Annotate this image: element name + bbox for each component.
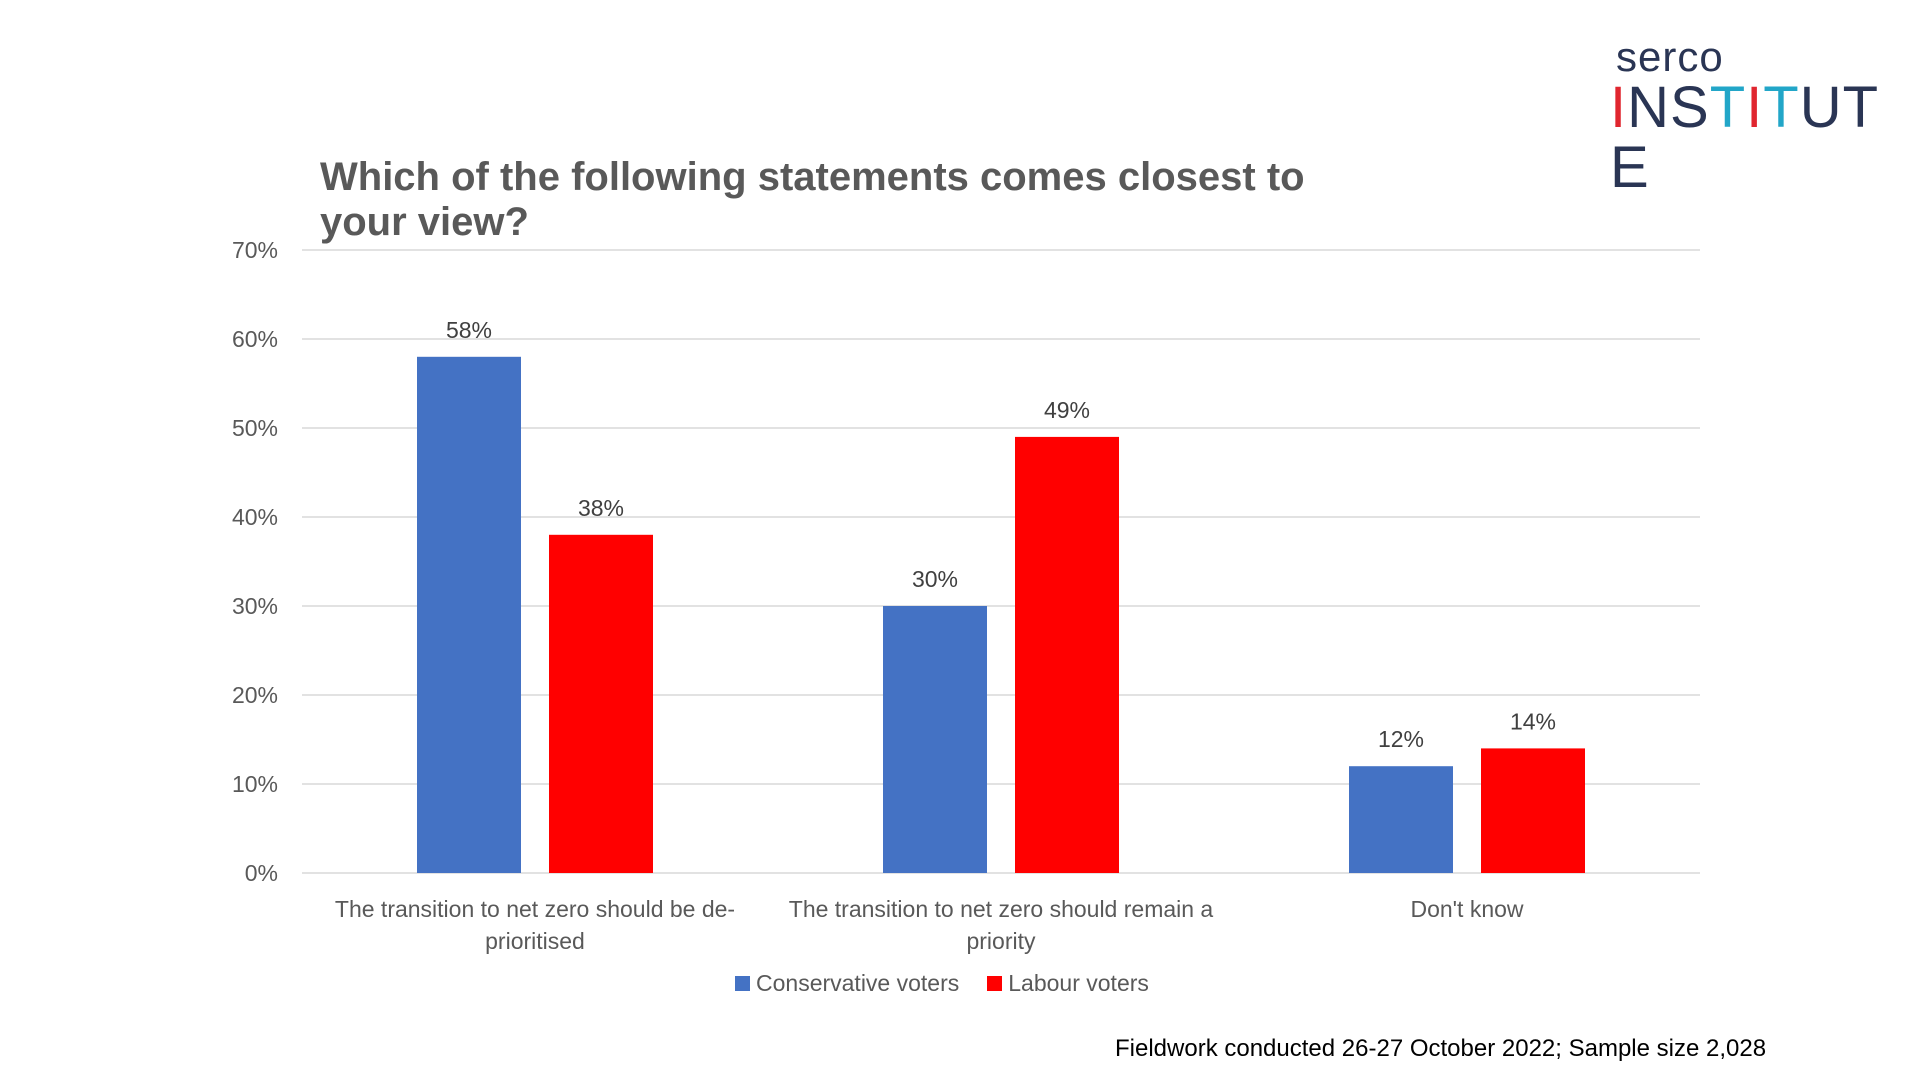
chart-legend: Conservative voters Labour voters (735, 970, 1335, 997)
y-tick-label: 20% (232, 682, 278, 708)
legend-swatch (987, 976, 1003, 991)
logo-letter: I (1746, 75, 1764, 140)
logo-letter: I (1610, 75, 1628, 140)
bar (417, 356, 521, 873)
logo-letter: E (1610, 135, 1650, 200)
bar (1349, 766, 1453, 873)
x-category-label: The transition to net zero should be de-… (300, 893, 770, 957)
logo-letter: N (1627, 75, 1671, 140)
y-tick-label: 40% (232, 504, 278, 530)
bar (549, 534, 653, 873)
bar (1481, 748, 1585, 873)
logo-letter: T (1763, 75, 1800, 140)
x-category-label-line: The transition to net zero should be de- (334, 896, 736, 922)
x-category-label-line: priority (966, 928, 1036, 954)
y-tick-label: 70% (232, 237, 278, 263)
y-tick-label: 0% (245, 860, 278, 886)
bar (883, 606, 987, 873)
x-category-label: The transition to net zero should remain… (766, 893, 1236, 957)
logo-serco-text: serco (1616, 33, 1724, 80)
data-label: 14% (1510, 708, 1556, 734)
legend-swatch (735, 976, 750, 991)
serco-institute-logo: serco INSTITUTE (1610, 36, 1890, 198)
data-label: 58% (446, 317, 492, 343)
data-label: 38% (578, 495, 624, 521)
legend-item: Labour voters (987, 970, 1149, 997)
x-category-label-line: The transition to net zero should remain… (788, 896, 1214, 922)
x-category-label: Don't know (1232, 893, 1702, 925)
logo-letter: T (1842, 75, 1880, 140)
x-category-label-line: Don't know (1410, 896, 1524, 922)
logo-letter: S (1670, 75, 1710, 140)
logo-institute-text: INSTITUTE (1610, 78, 1890, 198)
bar (1015, 436, 1119, 873)
legend-label: Labour voters (1008, 970, 1149, 996)
data-label: 49% (1044, 397, 1090, 423)
data-label: 30% (912, 566, 958, 592)
chart-title: Which of the following statements comes … (320, 155, 1305, 244)
data-label: 12% (1378, 726, 1424, 752)
y-tick-label: 10% (232, 771, 278, 797)
legend-item: Conservative voters (735, 970, 959, 997)
y-tick-label: 50% (232, 415, 278, 441)
fieldwork-footnote: Fieldwork conducted 26-27 October 2022; … (1115, 1035, 1767, 1062)
logo-letter: T (1709, 75, 1747, 140)
y-tick-label: 30% (232, 593, 278, 619)
logo-letter: U (1799, 75, 1843, 140)
legend-label: Conservative voters (756, 970, 960, 996)
y-tick-label: 60% (232, 326, 278, 352)
x-category-label-line: prioritised (485, 928, 585, 954)
